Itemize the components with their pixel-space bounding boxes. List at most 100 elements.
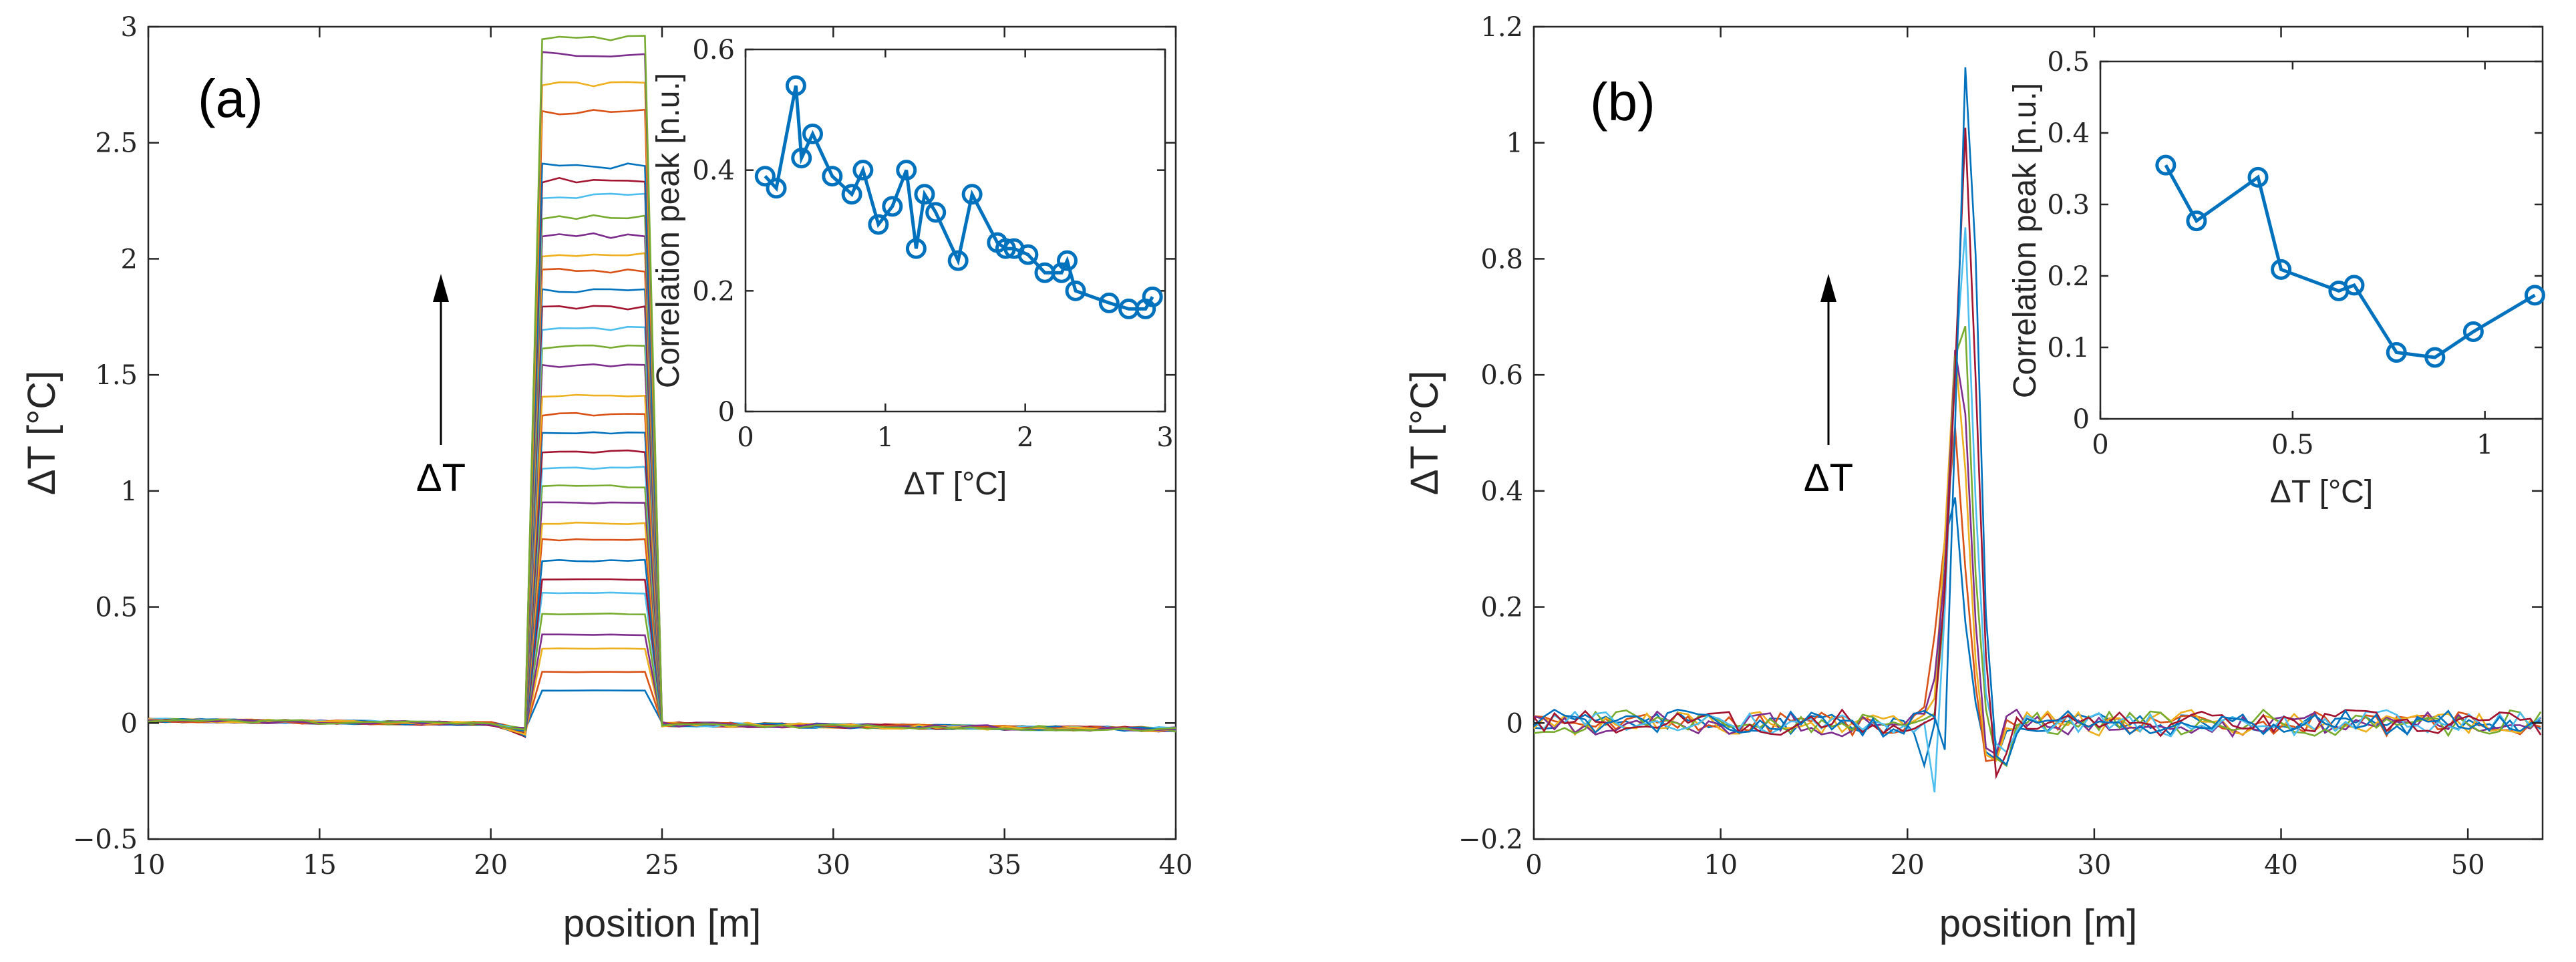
panel-a-annotation-label: ΔT (416, 456, 466, 500)
panel-a-y-tick-label: 0.5 (95, 593, 138, 623)
panel-a-inset: 0 1 2 3 0 0.2 0.4 0.6 ΔT [°C] Correlation peak… (651, 35, 1174, 502)
panel-a-inset-y-tick-label: 0.6 (692, 35, 735, 65)
panel-a-inset-marker (1142, 286, 1163, 307)
panel-a-inset-marker (925, 202, 947, 223)
panel-b-inset-series (2155, 154, 2545, 368)
panel-a-inset-y-tick-label: 0 (718, 397, 735, 428)
panel-a-x-tick-label: 15 (303, 850, 337, 880)
panel-b-inset-marker (2271, 259, 2292, 280)
panel-b-inset-x-tick-label: 0 (2092, 430, 2108, 460)
panel-a-inset-marker (754, 166, 776, 187)
panel-b-inset-y-tick-label: 0 (2073, 404, 2090, 435)
panel-b-y-axis-label: ΔT [°C] (1403, 371, 1446, 496)
panel-b-y-tick-label: 0.6 (1480, 360, 1523, 391)
panel-a: 10 15 20 25 30 35 40 −0.500.511.522.53 (a) pos… (20, 12, 1192, 945)
panel-b-x-tick-label: 0 (1525, 850, 1542, 880)
panel-b-x-tick-label: 30 (2077, 850, 2111, 880)
panel-a-inset-y-tick-label: 0.2 (692, 276, 735, 307)
panel-a-inset-marker (914, 184, 935, 205)
panel-a-y-tick-label: 3 (121, 12, 138, 43)
panel-a-x-tick-label: 25 (645, 850, 679, 880)
panel-b-x-tick-label: 20 (1891, 850, 1925, 880)
panel-a-y-tick-label: 0 (121, 708, 138, 739)
panel-b-inset-y-tick-label: 0.3 (2047, 190, 2090, 220)
panel-a-x-tick-label: 10 (132, 850, 166, 880)
panel-a-x-tick-label: 40 (1159, 850, 1193, 880)
panel-a-annotation-arrow-head (433, 274, 449, 302)
panel-a-inset-marker (1051, 262, 1072, 283)
panel-a-x-tick-label: 20 (474, 850, 508, 880)
panel-b-inset-marker (2386, 341, 2407, 363)
panel-a-inset-marker (802, 123, 823, 144)
panel-b-inset-marker (2186, 210, 2207, 232)
panel-a-y-tick-label: 1.5 (95, 360, 138, 391)
panel-b-x-tick-label: 40 (2264, 850, 2298, 880)
panel-b-series-line (1533, 67, 2541, 766)
panel-b-inset-y-tick-label: 0.2 (2047, 261, 2090, 292)
panel-b-inset-y-axis-label: Correlation peak [n.u.] (2007, 83, 2043, 398)
panel-a-inset-x-tick-label: 3 (1156, 422, 1173, 453)
panel-a-inset-marker (995, 238, 1016, 259)
panel-a-inset-marker (868, 214, 889, 235)
panel-a-inset-marker (852, 160, 874, 181)
panel-b-x-tick-label: 50 (2451, 850, 2485, 880)
panel-b-inset-marker (2524, 285, 2545, 306)
panel-b-y-tick-label: 0.8 (1480, 244, 1523, 275)
panel-b-x-axis-label: position [m] (1939, 902, 2138, 945)
panel-a-inset-marker (1017, 244, 1039, 265)
panel-a-x-tick-label: 30 (816, 850, 850, 880)
panel-b-inset-y-tick-label: 0.5 (2047, 47, 2090, 77)
panel-a-inset-y-ticks: 0 0.2 0.4 0.6 (692, 35, 1165, 428)
panel-a-inset-marker (766, 178, 787, 199)
panel-a-y-ticks: −0.5 0 0.5 1 1.5 2 2.5 3 (73, 12, 1176, 855)
panel-b-inset: 0 0.5 1 00.10.20.30.40.5 ΔT [°C] Correlati… (2007, 47, 2545, 510)
panel-b-inset-marker (2424, 347, 2446, 368)
panel-a-inset-x-ticks: 0 1 2 3 (737, 49, 1174, 453)
panel-b-series-line (1533, 349, 2542, 756)
panel-a-inset-x-tick-label: 2 (1017, 422, 1033, 453)
panel-a-inset-y-axis-label: Correlation peak [n.u.] (651, 73, 686, 388)
panel-b-inset-marker (2462, 321, 2484, 342)
panel-b-inset-x-tick-label: 0.5 (2271, 430, 2314, 460)
panel-b-inset-y-tick-label: 0.1 (2047, 333, 2090, 363)
panel-a-inset-marker (791, 148, 812, 169)
panel-b-inset-marker (2247, 166, 2269, 188)
panel-b-series-line (1533, 128, 2542, 780)
panel-b-series-group (1533, 67, 2542, 793)
panel-a-inset-marker (785, 75, 806, 96)
panel-a-inset-marker (896, 160, 917, 181)
panel-a-inset-x-tick-label: 0 (737, 422, 754, 453)
panel-b-annotation-arrow-head (1820, 274, 1836, 302)
panel-a-y-tick-label: 2.5 (95, 128, 138, 159)
panel-a-x-ticks: 10 15 20 25 30 35 40 (132, 27, 1193, 880)
panel-a-y-tick-label: 1 (121, 476, 138, 507)
panel-b: 0 10 20 30 40 50 −0.200.20.40.60.811.2 (b) po… (1403, 12, 2545, 945)
panel-a-label: (a) (198, 69, 263, 128)
panel-a-series-line (148, 35, 1176, 732)
panel-a-inset-marker (1098, 292, 1120, 313)
panel-b-x-tick-label: 10 (1704, 850, 1738, 880)
panel-a-inset-marker (841, 184, 862, 205)
panel-b-inset-y-ticks: 0 0.1 0.2 0.3 0.4 0.5 (2047, 47, 2543, 435)
panel-a-series-group (148, 35, 1176, 739)
panel-b-inset-marker (2344, 275, 2365, 296)
panel-a-inset-marker (905, 238, 927, 259)
panel-a-y-axis-label: ΔT [°C] (20, 371, 63, 496)
panel-b-inset-axes-box (2099, 60, 2544, 420)
panel-a-x-axis-label: position [m] (563, 902, 762, 945)
panel-a-inset-y-tick-label: 0.4 (692, 156, 735, 186)
panel-b-y-tick-label: 0.2 (1480, 593, 1523, 623)
panel-b-y-tick-label: 0.4 (1480, 476, 1523, 507)
panel-b-inset-x-ticks: 0 0.5 1 (2092, 61, 2493, 460)
panel-b-x-ticks: 0 10 20 30 40 50 (1525, 27, 2485, 880)
panel-b-inset-x-tick-label: 1 (2476, 430, 2493, 460)
panel-b-annotation-label: ΔT (1804, 456, 1853, 500)
panel-b-label: (b) (1590, 72, 1655, 132)
panel-b-y-tick-label: 1 (1506, 128, 1523, 159)
panel-b-y-tick-label: 1.2 (1480, 12, 1523, 43)
panel-a-inset-marker (961, 184, 983, 205)
panel-b-inset-x-axis-label: ΔT [°C] (2270, 474, 2373, 510)
panel-a-y-tick-label: 2 (121, 244, 138, 275)
panel-a-y-tick-label: −0.5 (73, 824, 138, 855)
